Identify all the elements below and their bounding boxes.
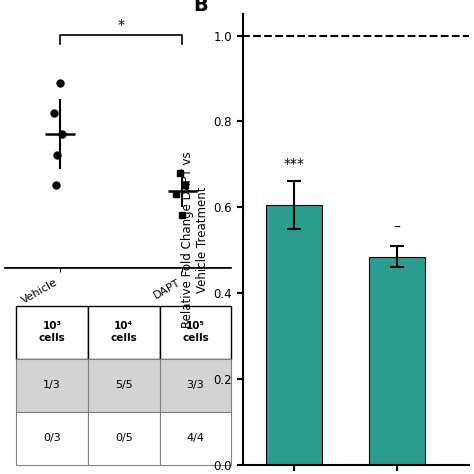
Y-axis label: Relative Fold Change DAPT vs
Vehicle Treatment: Relative Fold Change DAPT vs Vehicle Tre… — [182, 151, 210, 328]
Bar — [369, 256, 426, 465]
Text: B: B — [193, 0, 208, 15]
Text: –: – — [394, 221, 401, 235]
Text: *: * — [118, 18, 125, 32]
Bar — [266, 205, 322, 465]
Text: ***: *** — [283, 157, 305, 171]
